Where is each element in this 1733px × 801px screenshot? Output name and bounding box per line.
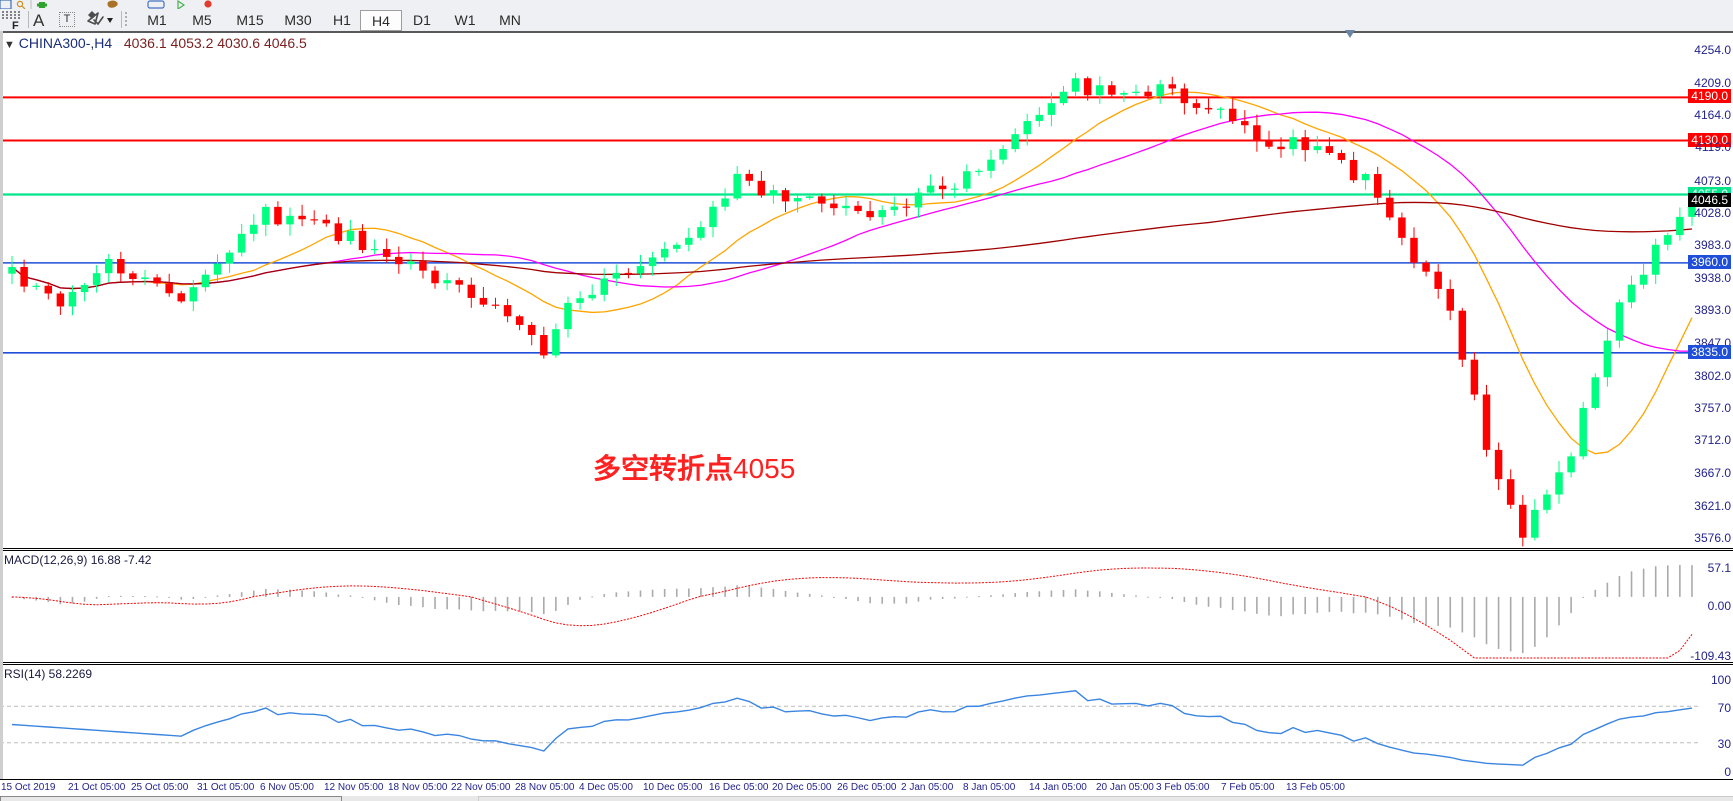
svg-text:F: F (12, 20, 19, 31)
